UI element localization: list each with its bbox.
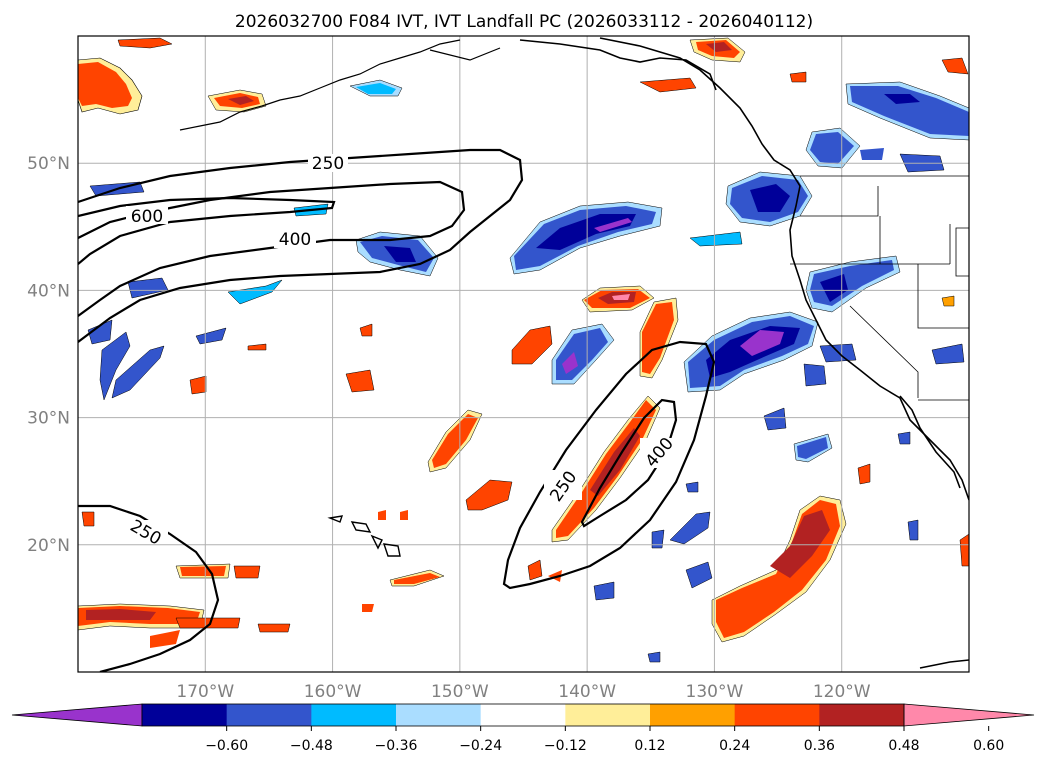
colorbar-bin-4 — [396, 704, 482, 726]
lon-label-3: 140°W — [558, 682, 616, 702]
baja-coast — [899, 395, 961, 489]
lon-label-1: 160°W — [304, 682, 362, 702]
contour-250-southwest — [78, 504, 220, 672]
shade-region-canada — [805, 81, 969, 173]
colorbar-bin-2 — [226, 704, 312, 726]
colorbar-tick-label-9: 0.60 — [973, 738, 1004, 754]
chart-title: 2026032700 F084 IVT, IVT Landfall PC (20… — [235, 12, 813, 32]
contour-250-north — [78, 148, 524, 343]
shade-region-aleutian — [207, 89, 267, 113]
hawaiian-islands — [327, 515, 401, 557]
lat-label-1: 40°N — [27, 281, 70, 301]
contour-label-600: 600 — [131, 207, 163, 227]
colorbar-tick-label-3: −0.24 — [459, 738, 502, 754]
colorbar-bin-1 — [142, 704, 228, 726]
contour-400-south — [580, 398, 678, 528]
colorbar-bin-8 — [734, 704, 820, 726]
lon-label-5: 120°W — [813, 682, 871, 702]
map-frame — [77, 35, 970, 673]
contour-600-north — [78, 196, 336, 265]
southern-coast-segment — [919, 659, 969, 669]
colorbar-tick-label-5: 0.12 — [634, 738, 665, 754]
shade-region-central-north — [509, 201, 743, 275]
shade-region-pacific-northwest — [725, 171, 813, 227]
shade-region-top-left — [117, 37, 173, 49]
colorbar-bin-6 — [565, 704, 651, 726]
colorbar-extend-low — [11, 703, 143, 727]
shade-region-california — [683, 255, 965, 393]
contour-label-400-north: 400 — [279, 230, 311, 250]
shade-region-southeast-blue — [593, 407, 919, 663]
colorbar-tick-label-4: −0.12 — [544, 738, 587, 754]
colorbar-bin-7 — [650, 704, 736, 726]
colorbar-bin-3 — [311, 704, 397, 726]
colorbar-frame — [141, 703, 905, 727]
shade-region-gulf-of-alaska — [639, 37, 969, 93]
shade-region-southeast — [711, 495, 969, 643]
colorbar-bin-5 — [480, 704, 566, 726]
north-america-coast — [599, 37, 969, 501]
lat-label-3: 20°N — [27, 536, 70, 556]
colorbar-tick-label-1: −0.48 — [290, 738, 333, 754]
shade-region-west-pacific-north — [78, 57, 143, 115]
lon-label-0: 170°W — [176, 682, 234, 702]
lat-label-0: 50°N — [27, 154, 70, 174]
longitude-labels: 170°W 160°W 150°W 140°W 130°W 120°W — [176, 682, 870, 702]
shade-region-southwest — [78, 511, 291, 648]
lat-label-2: 30°N — [27, 409, 70, 429]
coastlines — [519, 37, 969, 669]
shade-region-central-orange — [189, 295, 955, 612]
colorbar-tick-label-7: 0.36 — [804, 738, 835, 754]
colorbar-tick-label-6: 0.24 — [719, 738, 750, 754]
aleutian-islands — [179, 39, 501, 131]
colorbar-tick-label-8: 0.48 — [888, 738, 919, 754]
political-borders — [790, 175, 969, 401]
colorbar-tick-label-0: −0.60 — [205, 738, 248, 754]
lon-label-4: 130°W — [686, 682, 744, 702]
latitude-labels: 50°N 40°N 30°N 20°N — [27, 154, 70, 556]
contour-label-250-north: 250 — [312, 154, 344, 174]
colorbar-bin-9 — [819, 704, 905, 726]
contour-labels: 250 600 400 250 400 250 — [124, 154, 678, 550]
graticule — [78, 36, 969, 672]
alaska-peninsula-coast — [519, 39, 717, 91]
colorbar-extend-high — [903, 703, 1035, 727]
colorbar: −0.60 −0.48 −0.36 −0.24 −0.12 0.12 0.24 0.36 0.4… — [11, 703, 1035, 754]
colorbar-tick-label-2: −0.36 — [375, 738, 418, 754]
shade-region-145w — [551, 323, 615, 385]
lon-label-2: 150°W — [431, 682, 489, 702]
shade-region-west-streaks — [87, 319, 227, 401]
